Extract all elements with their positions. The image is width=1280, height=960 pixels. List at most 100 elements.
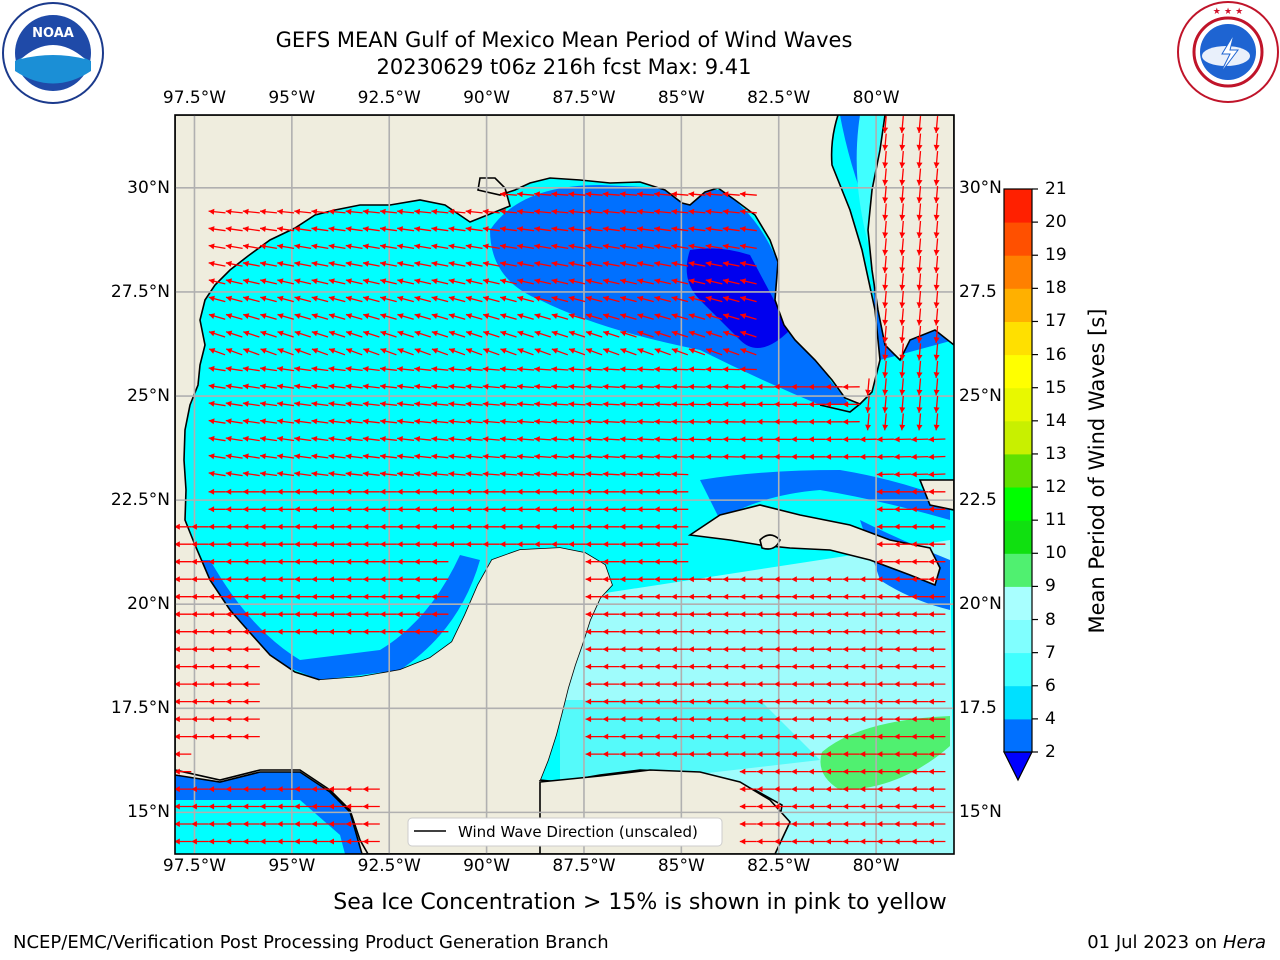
- wave-direction-arrow: [379, 576, 397, 583]
- wave-direction-arrow: [431, 401, 449, 407]
- wave-direction-arrow: [362, 523, 380, 530]
- wave-direction-arrow: [585, 541, 603, 548]
- wave-direction-arrow: [208, 558, 226, 565]
- wave-direction-arrow: [277, 278, 295, 285]
- wave-direction-arrow: [568, 523, 586, 530]
- wave-direction-arrow: [225, 838, 243, 845]
- wave-direction-arrow: [671, 436, 689, 443]
- wave-direction-arrow: [928, 751, 946, 758]
- wave-direction-arrow: [916, 168, 923, 186]
- wave-direction-arrow: [671, 330, 689, 338]
- tick-label-top: 87.5°W: [552, 88, 616, 108]
- wave-direction-arrow: [260, 576, 277, 583]
- wave-direction-arrow: [585, 366, 603, 373]
- wave-direction-arrow: [191, 803, 209, 810]
- wave-direction-arrow: [911, 453, 929, 460]
- wave-direction-arrow: [791, 418, 809, 425]
- wave-direction-arrow: [671, 716, 689, 723]
- wave-direction-arrow: [225, 698, 243, 705]
- wave-direction-arrow: [414, 418, 432, 425]
- wave-direction-arrow: [637, 260, 654, 267]
- wave-direction-arrow: [899, 168, 906, 186]
- wave-direction-arrow: [551, 278, 569, 285]
- wave-direction-arrow: [688, 191, 706, 198]
- wave-direction-arrow: [825, 418, 843, 425]
- wave-direction-arrow: [791, 838, 809, 845]
- wave-direction-arrow: [637, 628, 654, 635]
- wave-direction-arrow: [551, 541, 569, 548]
- wave-direction-arrow: [654, 751, 672, 758]
- wave-direction-arrow: [568, 488, 586, 495]
- wave-direction-arrow: [345, 628, 363, 635]
- wave-direction-arrow: [277, 523, 295, 530]
- wave-direction-arrow: [225, 330, 243, 338]
- colorbar-tick-label: 4: [1045, 708, 1056, 729]
- svg-text:★ ★ ★: ★ ★ ★: [1213, 7, 1243, 17]
- wave-direction-arrow: [431, 506, 449, 513]
- wave-direction-arrow: [928, 506, 946, 513]
- wave-direction-arrow: [517, 453, 535, 460]
- wave-direction-arrow: [619, 453, 637, 460]
- wave-direction-arrow: [825, 436, 843, 443]
- tick-label-right: 20°N: [959, 594, 1002, 615]
- wave-direction-arrow: [500, 313, 517, 320]
- wave-direction-arrow: [208, 821, 226, 827]
- wave-direction-arrow: [431, 488, 449, 495]
- wave-direction-arrow: [414, 541, 432, 548]
- wave-direction-arrow: [294, 435, 312, 442]
- wave-direction-arrow: [911, 733, 929, 740]
- wave-direction-arrow: [585, 436, 603, 443]
- wave-direction-arrow: [705, 751, 723, 758]
- wave-direction-arrow: [277, 313, 294, 320]
- wave-direction-arrow: [448, 295, 466, 303]
- wave-direction-arrow: [619, 646, 637, 653]
- wave-direction-arrow: [534, 348, 551, 356]
- wave-direction-arrow: [500, 330, 517, 338]
- wave-direction-arrow: [499, 436, 517, 443]
- wave-direction-arrow: [859, 663, 877, 670]
- wave-direction-arrow: [379, 558, 397, 565]
- wave-direction-arrow: [899, 203, 906, 221]
- wave-direction-arrow: [311, 803, 329, 810]
- wave-direction-arrow: [260, 611, 277, 618]
- wave-direction-arrow: [654, 208, 672, 215]
- wave-direction-arrow: [379, 471, 397, 477]
- tick-label-left: 30°N: [127, 177, 170, 198]
- wave-direction-arrow: [311, 506, 329, 513]
- wave-direction-arrow: [928, 716, 946, 723]
- wave-direction-arrow: [551, 313, 569, 320]
- wave-direction-arrow: [911, 646, 929, 653]
- wave-direction-arrow: [448, 226, 466, 232]
- wave-direction-arrow: [671, 260, 689, 267]
- wave-direction-arrow: [637, 488, 654, 495]
- wave-direction-arrow: [791, 576, 809, 583]
- wave-direction-arrow: [208, 243, 226, 250]
- wave-direction-arrow: [208, 400, 226, 407]
- wave-direction-arrow: [208, 348, 226, 356]
- wave-direction-arrow: [882, 273, 889, 291]
- wave-direction-arrow: [517, 243, 535, 250]
- wave-direction-arrow: [602, 453, 620, 460]
- wave-direction-arrow: [414, 488, 432, 495]
- wave-direction-arrow: [277, 260, 295, 267]
- wave-direction-arrow: [722, 348, 740, 356]
- wave-direction-arrow: [654, 348, 671, 356]
- wave-direction-arrow: [225, 681, 243, 688]
- wave-direction-arrow: [175, 768, 192, 775]
- wave-direction-arrow: [928, 768, 946, 775]
- wave-direction-arrow: [899, 395, 906, 413]
- wave-direction-arrow: [654, 488, 672, 495]
- wave-direction-arrow: [865, 395, 871, 413]
- wave-direction-arrow: [277, 208, 295, 215]
- wave-direction-arrow: [739, 768, 757, 775]
- wave-direction-arrow: [277, 418, 295, 425]
- wave-direction-arrow: [859, 453, 877, 460]
- wave-direction-arrow: [448, 348, 466, 356]
- wave-direction-arrow: [825, 576, 843, 583]
- wave-direction-arrow: [431, 576, 449, 583]
- wave-direction-arrow: [242, 383, 260, 390]
- wave-direction-arrow: [294, 278, 312, 285]
- wave-direction-arrow: [397, 260, 415, 267]
- wave-direction-arrow: [899, 343, 906, 361]
